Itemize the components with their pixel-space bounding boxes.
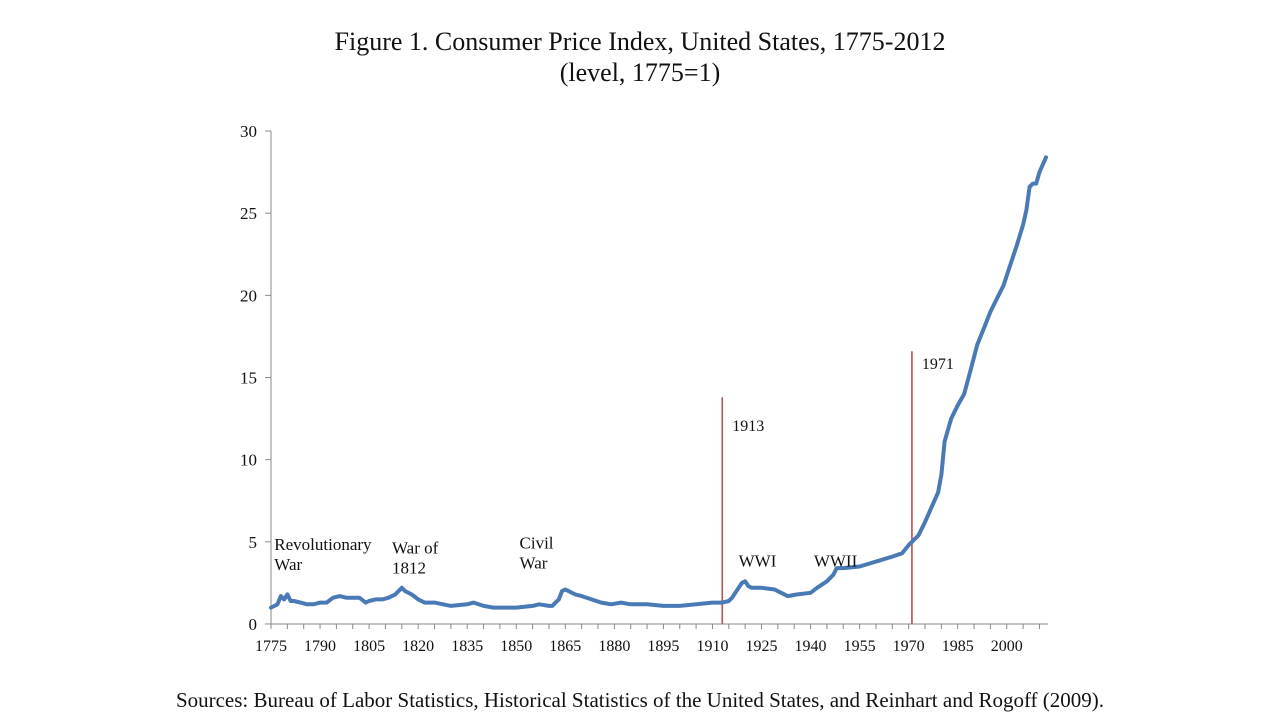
event-annotation: WWI xyxy=(739,551,777,570)
marker-lines: 1913 1971 xyxy=(721,351,954,624)
x-tick-label: 1865 xyxy=(549,638,581,655)
event-annotation: 1812 xyxy=(392,558,426,577)
x-tick-label: 1955 xyxy=(844,638,876,655)
y-tick-label: 15 xyxy=(240,369,257,388)
chart-axes: 0 5 10 15 20 25 30 1775 1790 1805 1820 1835 1850 1865… xyxy=(240,122,1048,655)
event-annotation: Civil xyxy=(520,533,554,552)
y-tick-label: 0 xyxy=(249,615,258,634)
x-tick-label: 1895 xyxy=(647,638,679,655)
series-line-0 xyxy=(269,155,1048,610)
y-tick-label: 10 xyxy=(240,451,257,470)
event-annotation: War of xyxy=(392,538,439,557)
event-annotation: Revolutionary xyxy=(274,535,372,554)
x-tick-label: 1835 xyxy=(451,638,483,655)
event-annotation: War xyxy=(274,555,302,574)
x-tick-label: 1850 xyxy=(500,638,532,655)
x-tick-label: 1970 xyxy=(893,638,925,655)
x-tick-label: 1790 xyxy=(304,638,336,655)
event-annotation: WWII xyxy=(814,551,858,570)
x-tick-label: 1820 xyxy=(402,638,434,655)
source-note: Sources: Bureau of Labor Statistics, His… xyxy=(175,688,1105,712)
y-tick-label: 30 xyxy=(240,122,257,141)
chart-subtitle: (level, 1775=1) xyxy=(559,58,721,87)
chart-title: Figure 1. Consumer Price Index, United S… xyxy=(334,27,946,56)
y-tick-label: 25 xyxy=(240,204,257,223)
marker-label-1913: 1913 xyxy=(732,418,764,435)
x-tick-label: 1910 xyxy=(696,638,728,655)
y-tick-label: 5 xyxy=(249,533,258,552)
chart-series xyxy=(269,155,1048,610)
x-tick-label: 1925 xyxy=(746,638,778,655)
x-tick-label: 1805 xyxy=(353,638,385,655)
x-tick-label: 1880 xyxy=(598,638,630,655)
x-tick-label: 1940 xyxy=(795,638,827,655)
marker-label-1971: 1971 xyxy=(922,356,954,373)
x-tick-label: 2000 xyxy=(991,638,1023,655)
x-tick-label: 1985 xyxy=(942,638,974,655)
y-tick-label: 20 xyxy=(240,286,257,305)
x-tick-label: 1775 xyxy=(255,638,287,655)
event-annotation: War xyxy=(520,553,548,572)
